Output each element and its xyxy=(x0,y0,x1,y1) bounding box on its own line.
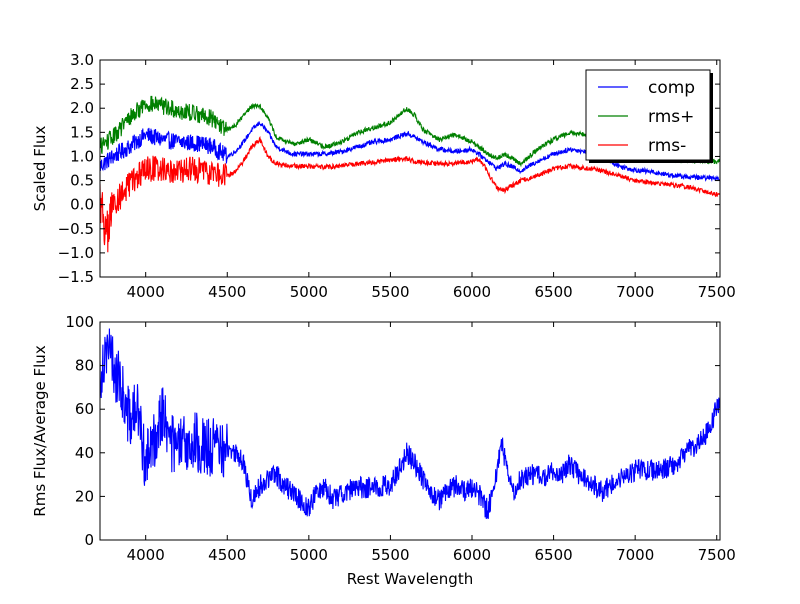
x-tick-label: 6000 xyxy=(453,283,491,301)
x-tick-label: 7000 xyxy=(616,283,654,301)
x-tick-label: 6000 xyxy=(453,546,491,564)
plot-panel-2: 4000 4500 5000 5500 6000 6500 7000 7500 0 20 40 60 8… xyxy=(31,313,736,588)
y-tick-label: 60 xyxy=(75,400,94,418)
x-axis-label: Rest Wavelength xyxy=(347,570,473,588)
y-tick-label: 80 xyxy=(75,357,94,375)
y-axis-label: Rms Flux/Average Flux xyxy=(31,345,49,517)
x-tick-label: 5500 xyxy=(371,546,409,564)
plot-panel-1: 4000 4500 5000 5500 6000 6500 7000 7500 −1.5 −1.0… xyxy=(31,51,736,301)
axes-frame xyxy=(99,59,721,278)
legend-label: comp xyxy=(648,78,695,98)
y-tick-label: 100 xyxy=(65,313,94,331)
y-tick-label: 2.5 xyxy=(70,75,94,93)
legend-label: rms+ xyxy=(648,107,694,127)
y-tick-label: 40 xyxy=(75,444,94,462)
x-tick-label: 4500 xyxy=(208,546,246,564)
y-tick-label: 1.5 xyxy=(70,123,94,141)
y-tick-label: 1.0 xyxy=(70,147,94,165)
y-tick-label: 0.0 xyxy=(70,196,94,214)
legend: comp rms+ rms- xyxy=(585,69,713,163)
series-line-rms-ratio xyxy=(100,328,720,520)
x-tick-label: 7500 xyxy=(698,546,736,564)
y-tick-label: 3.0 xyxy=(70,51,94,69)
series-line-rms xyxy=(100,135,720,253)
axes-frame xyxy=(99,321,721,541)
x-tick-label: 6500 xyxy=(534,283,572,301)
x-tick-label: 5000 xyxy=(290,283,328,301)
y-tick-label: 2.0 xyxy=(70,99,94,117)
y-tick-label: −1.5 xyxy=(58,268,94,286)
x-tick-label: 7500 xyxy=(698,283,736,301)
x-tick-label: 4000 xyxy=(127,283,165,301)
legend-label: rms- xyxy=(648,136,686,156)
x-tick-label: 5000 xyxy=(290,546,328,564)
x-tick-label: 6500 xyxy=(534,546,572,564)
x-tick-label: 4500 xyxy=(208,283,246,301)
y-tick-label: 20 xyxy=(75,487,94,505)
series-line-comp xyxy=(100,121,720,183)
y-tick-label: 0.5 xyxy=(70,172,94,190)
x-tick-label: 5500 xyxy=(371,283,409,301)
y-tick-label: 0 xyxy=(84,531,94,549)
y-axis-label: Scaled Flux xyxy=(31,125,49,211)
y-tick-label: −0.5 xyxy=(58,220,94,238)
legend-box xyxy=(585,69,711,161)
y-tick-label: −1.0 xyxy=(58,244,94,262)
x-tick-label: 4000 xyxy=(127,546,165,564)
x-tick-label: 7000 xyxy=(616,546,654,564)
